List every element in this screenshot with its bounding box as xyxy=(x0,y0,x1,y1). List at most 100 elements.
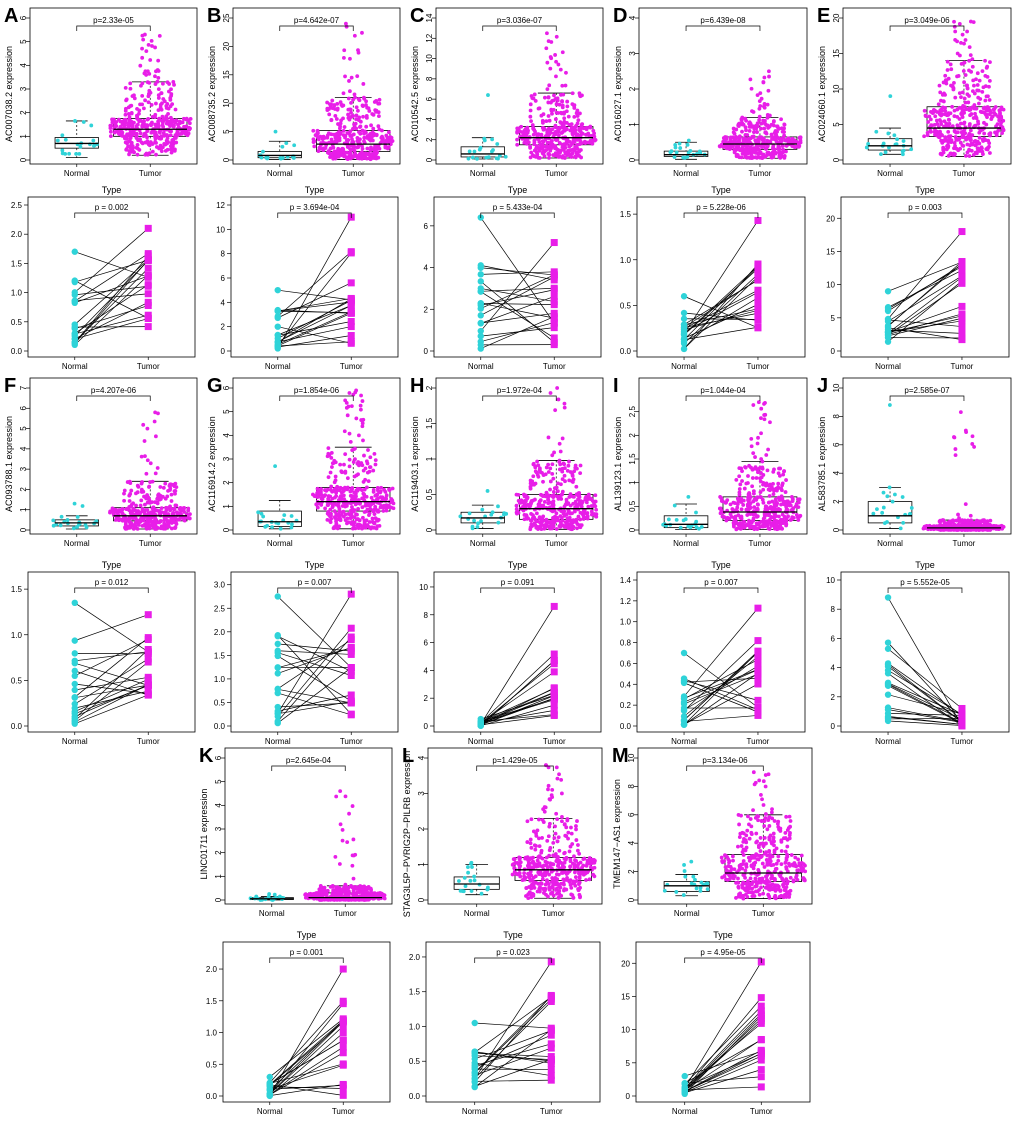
tumor-point xyxy=(122,498,127,503)
y-tick-label: 0.5 xyxy=(11,318,23,327)
y-tick-label: 0.5 xyxy=(11,676,23,685)
tumor-point xyxy=(739,466,744,471)
pair-line xyxy=(74,260,149,337)
tumor-point xyxy=(580,141,585,146)
tumor-point xyxy=(111,507,116,512)
tumor-point xyxy=(983,98,988,103)
tumor-point xyxy=(766,88,771,93)
y-tick-label: 2.0 xyxy=(11,230,23,239)
tumor-point xyxy=(528,102,533,107)
tumor-points xyxy=(311,388,396,531)
normal-point xyxy=(874,129,879,134)
tumor-point xyxy=(771,119,776,123)
tumor-points xyxy=(144,224,152,331)
tumor-point xyxy=(362,510,367,514)
normal-point xyxy=(884,288,892,295)
tumor-point xyxy=(141,106,146,111)
normal-point xyxy=(682,155,687,160)
tumor-point xyxy=(371,508,376,512)
y-tick-label: 0.4 xyxy=(620,680,632,689)
pair-line xyxy=(74,658,149,705)
x-tick-label: Normal xyxy=(267,169,293,178)
pair-line xyxy=(480,267,555,276)
tumor-point xyxy=(564,512,569,517)
tumor-point xyxy=(741,138,746,143)
tumor-point xyxy=(576,118,581,123)
tumor-point xyxy=(740,129,744,134)
tumor-point xyxy=(341,91,346,96)
tumor-point xyxy=(982,110,987,115)
tumor-point xyxy=(169,87,173,92)
tumor-point xyxy=(541,120,545,125)
pair-line xyxy=(887,306,963,333)
tumor-point xyxy=(576,133,581,138)
tumor-point xyxy=(762,524,767,529)
tumor-point xyxy=(358,125,362,129)
tumor-point xyxy=(186,506,191,511)
tumor-point xyxy=(524,514,529,519)
tumor-point xyxy=(754,674,762,682)
y-tick-label: 0 xyxy=(19,157,28,162)
x-tick-label: Tumor xyxy=(951,362,974,371)
tumor-point xyxy=(357,130,361,134)
tumor-point xyxy=(541,151,545,156)
tumor-point xyxy=(728,136,733,141)
y-tick-label: 0.5 xyxy=(628,500,637,512)
tumor-point xyxy=(747,492,752,496)
tumor-point xyxy=(155,500,160,505)
tumor-point xyxy=(347,431,352,436)
normal-point xyxy=(477,338,484,345)
normal-point xyxy=(490,137,495,142)
tumor-point xyxy=(356,506,360,511)
tumor-point xyxy=(580,93,584,98)
tumor-point xyxy=(362,96,367,101)
tumor-point xyxy=(144,264,152,272)
pair-line xyxy=(277,216,352,349)
pair-line xyxy=(480,217,555,324)
x-tick-label: Normal xyxy=(673,539,699,548)
tumor-point xyxy=(762,75,767,80)
y-tick-label: 1 xyxy=(628,480,637,485)
tumor-point xyxy=(127,149,132,154)
panel-letter: G xyxy=(207,375,223,397)
tumor-point xyxy=(738,515,743,520)
tumor-point xyxy=(354,494,358,499)
tumor-point xyxy=(572,148,577,153)
pair-line xyxy=(480,303,555,305)
tumor-point xyxy=(565,468,570,473)
normal-point xyxy=(265,156,270,161)
normal-point xyxy=(496,504,500,509)
y-tick-label: 14 xyxy=(425,13,434,22)
normal-box xyxy=(460,146,505,158)
tumor-point xyxy=(348,56,352,61)
pair-line xyxy=(887,261,963,292)
normal-point xyxy=(680,704,688,712)
tumor-point xyxy=(338,518,343,523)
y-tick-label: 2 xyxy=(425,385,434,390)
tumor-point xyxy=(355,486,360,491)
tumor-point xyxy=(747,497,752,502)
tumor-point xyxy=(546,435,551,440)
normal-point xyxy=(274,338,281,345)
normal-point xyxy=(74,152,79,156)
tumor-point xyxy=(772,514,777,519)
tumor-point xyxy=(170,147,175,152)
tumor-point xyxy=(333,474,338,479)
tumor-point xyxy=(579,501,583,505)
tumor-point xyxy=(327,112,332,117)
tumor-point xyxy=(986,105,991,110)
tumor-point xyxy=(363,466,368,471)
tumor-point xyxy=(140,93,145,98)
tumor-point xyxy=(574,110,579,115)
tumor-point xyxy=(550,602,558,610)
y-tick-label: 25 xyxy=(222,13,231,22)
tumor-point xyxy=(784,138,788,142)
tumor-point xyxy=(779,117,783,122)
y-tick-label: 20 xyxy=(222,41,231,50)
normal-point xyxy=(477,327,484,335)
y-tick-label: 0 xyxy=(832,527,841,532)
y-tick-label: 10 xyxy=(832,84,841,93)
tumor-point xyxy=(754,126,759,131)
